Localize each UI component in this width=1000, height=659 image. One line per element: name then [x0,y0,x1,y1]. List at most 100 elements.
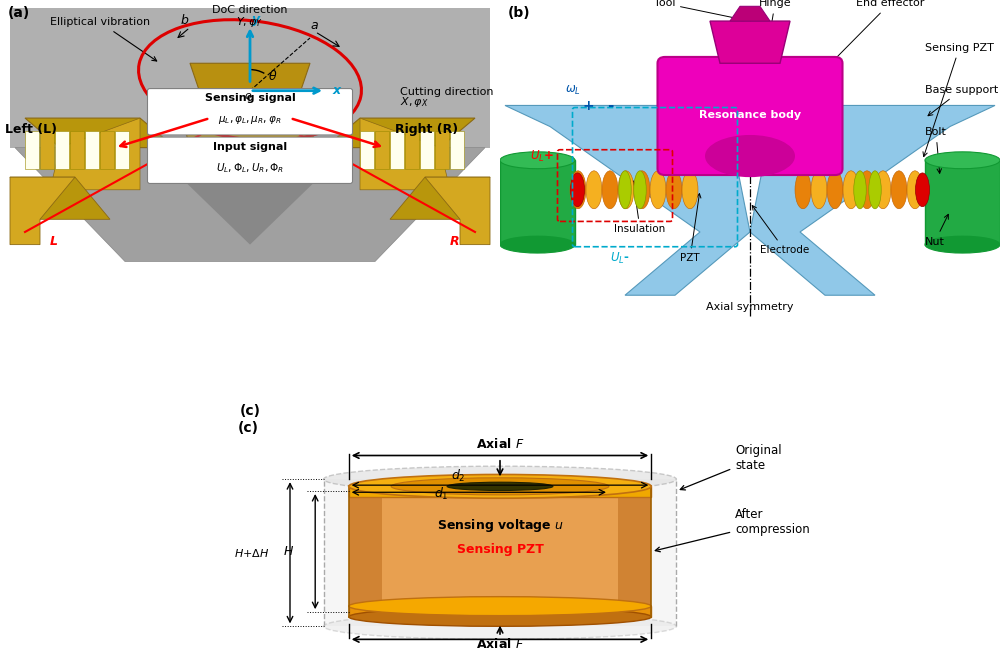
Ellipse shape [218,103,283,133]
Text: Sensing signal: Sensing signal [205,93,295,103]
Ellipse shape [907,171,923,209]
Text: $X, \varphi_X$: $X, \varphi_X$ [400,96,429,109]
Text: $U_L$+: $U_L$+ [530,150,554,164]
Text: After
compression: After compression [655,508,810,552]
Text: $d_1$: $d_1$ [434,486,449,502]
Bar [618,497,651,606]
Polygon shape [50,118,140,190]
Text: Input signal: Input signal [213,142,287,152]
Text: (c): (c) [238,421,258,435]
Text: Sensing PZT: Sensing PZT [457,543,543,556]
Text: Resonance body: Resonance body [699,110,801,120]
Bar [349,486,651,497]
Bar [405,130,419,169]
Polygon shape [505,105,750,295]
Ellipse shape [666,171,682,209]
Bar [360,130,374,169]
Text: End effector: End effector [813,0,924,82]
Ellipse shape [324,614,676,639]
Text: Base support: Base support [925,85,998,116]
Polygon shape [750,105,995,295]
Bar [375,130,389,169]
Bar [349,497,651,606]
Polygon shape [325,118,475,148]
Ellipse shape [827,171,843,209]
Ellipse shape [650,171,666,209]
Text: +: + [582,99,594,113]
Ellipse shape [570,173,584,207]
Polygon shape [10,177,75,244]
Text: Axial $F$: Axial $F$ [476,438,524,451]
FancyBboxPatch shape [148,137,352,183]
Ellipse shape [634,171,650,209]
Bar [390,130,404,169]
Bar [100,130,114,169]
Polygon shape [190,63,310,93]
Text: Axial symmetry: Axial symmetry [706,302,794,312]
Text: b: b [180,14,188,28]
Bar [25,130,39,169]
Text: Electrode: Electrode [752,206,809,255]
Bar [349,497,382,606]
Bar [40,130,54,169]
Text: a: a [310,18,318,32]
Text: PZT: PZT [680,194,701,264]
Ellipse shape [811,171,827,209]
Text: Original
state: Original state [680,444,782,490]
Ellipse shape [500,152,575,169]
FancyBboxPatch shape [148,88,352,135]
Polygon shape [730,7,770,21]
Ellipse shape [391,478,609,495]
Text: Tool: Tool [654,0,746,22]
Polygon shape [10,9,490,148]
Text: Cutting direction: Cutting direction [400,87,494,97]
Bar [55,130,69,169]
Text: Insulation: Insulation [614,181,666,234]
Text: Nut: Nut [925,214,948,246]
Ellipse shape [619,171,631,209]
Text: $Y, \varphi_Y$: $Y, \varphi_Y$ [236,14,264,29]
Text: $\theta$: $\theta$ [268,69,277,83]
Ellipse shape [349,596,651,616]
Bar [70,130,84,169]
Bar [450,130,464,169]
Text: -: - [608,98,614,113]
Ellipse shape [795,171,811,209]
Polygon shape [150,148,350,244]
Text: y: y [252,13,261,26]
Text: Bolt: Bolt [925,127,947,173]
Bar [324,479,676,626]
Ellipse shape [500,236,575,253]
Text: Hinge: Hinge [759,0,791,59]
Polygon shape [175,93,325,148]
Ellipse shape [634,171,646,209]
Bar [349,606,651,617]
Ellipse shape [349,474,651,498]
Text: Axial $F$: Axial $F$ [476,637,524,650]
Bar [500,160,575,244]
Polygon shape [25,118,175,148]
Text: (c): (c) [240,403,260,418]
Text: Left (L): Left (L) [5,123,57,136]
Ellipse shape [447,482,553,490]
Text: Elliptical vibration: Elliptical vibration [50,17,157,61]
Text: $\mu_L, \varphi_L, \mu_R, \varphi_R$: $\mu_L, \varphi_L, \mu_R, \varphi_R$ [218,114,282,127]
Bar [85,130,99,169]
Bar [925,160,1000,244]
Text: $U_L, \Phi_L, U_R, \Phi_R$: $U_L, \Phi_L, U_R, \Phi_R$ [216,161,284,175]
Text: o: o [244,91,251,101]
Text: R: R [450,235,460,248]
Bar [420,130,434,169]
Text: $d_2$: $d_2$ [451,468,465,484]
Text: (a): (a) [8,7,30,20]
Polygon shape [390,177,490,219]
Ellipse shape [854,171,866,209]
Ellipse shape [570,171,586,209]
Text: Sensing voltage $u$: Sensing voltage $u$ [437,517,563,534]
Text: $H$+$\Delta H$: $H$+$\Delta H$ [234,547,269,559]
Ellipse shape [859,171,875,209]
Polygon shape [360,118,450,190]
Text: x: x [332,84,341,97]
Polygon shape [15,148,485,262]
Ellipse shape [875,171,891,209]
